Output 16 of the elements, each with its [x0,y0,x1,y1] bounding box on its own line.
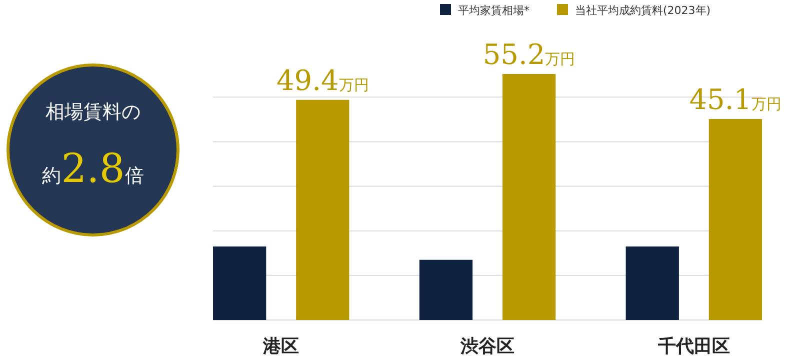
x-tick-label: 港区 [262,336,300,357]
bar [419,260,473,320]
data-label: 55.2万円 [482,38,576,71]
text: 相場賃料の [46,101,140,123]
bar [502,74,556,320]
bar [213,246,266,320]
x-tick-label: 渋谷区 [460,336,514,357]
bar [626,246,679,320]
bar [708,119,762,320]
text: 約2.8倍 [42,146,144,192]
data-label: 45.1万円 [689,83,782,116]
x-tick-label: 千代田区 [656,336,730,357]
legend-label: 当社平均成約賃料(2023年) [575,4,711,17]
bar [296,100,350,320]
legend-label: 平均家賃相場* [458,4,530,17]
data-label: 49.4万円 [276,64,369,97]
